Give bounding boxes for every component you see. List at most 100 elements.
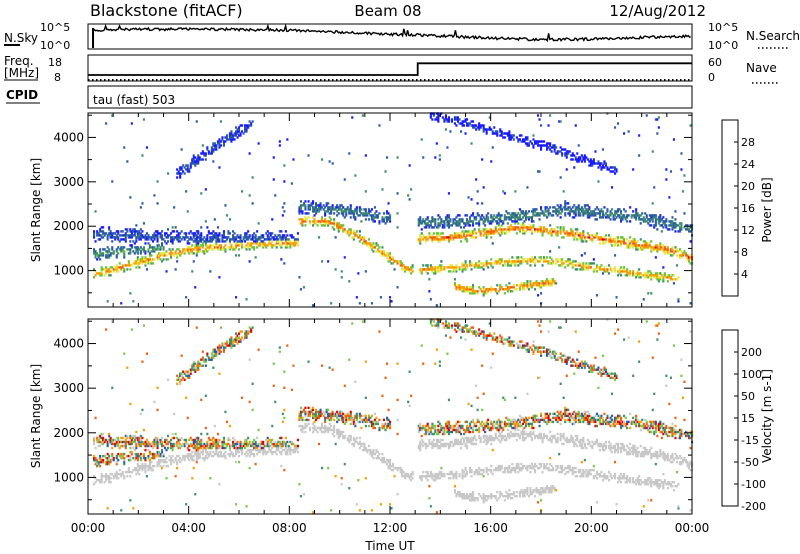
power-cell bbox=[503, 292, 506, 295]
velocity-cell bbox=[247, 442, 250, 446]
power-cell bbox=[653, 248, 656, 251]
power-cell bbox=[250, 124, 253, 127]
power-cell bbox=[296, 238, 299, 241]
velocity-cell bbox=[328, 426, 331, 430]
power-cell bbox=[559, 226, 562, 229]
power-cell bbox=[354, 216, 357, 219]
power-cell bbox=[443, 220, 446, 223]
power-cell bbox=[236, 236, 239, 239]
power-cell bbox=[497, 222, 500, 225]
velocity-cell bbox=[194, 362, 197, 365]
power-cell bbox=[446, 220, 449, 223]
power-cell bbox=[496, 260, 499, 263]
power-cell bbox=[490, 214, 493, 217]
power-cell bbox=[283, 210, 286, 213]
power-cell bbox=[663, 272, 666, 275]
power-cell bbox=[589, 262, 592, 265]
power-cell bbox=[170, 256, 173, 259]
power-cell bbox=[173, 206, 176, 209]
power-cell bbox=[588, 216, 591, 219]
velocity-cell bbox=[118, 468, 121, 472]
power-cell bbox=[195, 238, 198, 241]
power-cell bbox=[611, 244, 614, 247]
velocity-cell bbox=[313, 412, 316, 416]
velocity-heatmap bbox=[93, 318, 694, 514]
power-cell bbox=[235, 130, 238, 133]
power-cell bbox=[248, 120, 251, 123]
velocity-cell bbox=[109, 436, 112, 440]
power-cell bbox=[447, 192, 450, 195]
nave-right-tick-bottom: 0 bbox=[708, 71, 715, 84]
power-cell bbox=[678, 248, 681, 251]
power-cell bbox=[470, 142, 473, 145]
power-cell bbox=[645, 246, 648, 249]
velocity-cell bbox=[275, 442, 278, 446]
power-cell bbox=[678, 230, 681, 233]
power-cell bbox=[372, 242, 375, 245]
velocity-cell bbox=[386, 462, 389, 466]
velocity-cell bbox=[239, 338, 242, 341]
power-cell bbox=[212, 144, 215, 147]
power-cell bbox=[645, 114, 648, 117]
power-cell bbox=[458, 214, 461, 217]
power-cell bbox=[99, 274, 102, 277]
velocity-cell bbox=[203, 360, 206, 363]
velocity-cell bbox=[118, 446, 121, 450]
power-cell bbox=[174, 236, 177, 239]
velocity-cell bbox=[144, 466, 147, 470]
power-cell bbox=[343, 216, 346, 219]
power-cell bbox=[316, 204, 319, 207]
power-cell bbox=[529, 258, 532, 261]
velocity-cell bbox=[135, 442, 138, 446]
power-cell bbox=[601, 268, 604, 271]
power-cell bbox=[458, 224, 461, 227]
velocity-cell bbox=[133, 434, 136, 438]
power-cell bbox=[466, 234, 469, 237]
velocity-cell bbox=[342, 436, 345, 440]
velocity-cell bbox=[239, 446, 242, 450]
power-cell bbox=[475, 128, 478, 131]
velocity-cell bbox=[139, 452, 142, 456]
power-cell bbox=[195, 236, 198, 239]
power-cell bbox=[478, 224, 481, 227]
power-cell bbox=[470, 232, 473, 235]
power-cell bbox=[228, 240, 231, 243]
power-cell bbox=[654, 248, 657, 251]
power-cell bbox=[389, 216, 392, 219]
power-cell bbox=[546, 280, 549, 283]
power-cell bbox=[309, 220, 312, 223]
power-cell bbox=[158, 232, 161, 235]
power-cell bbox=[248, 152, 251, 155]
power-cell bbox=[337, 230, 340, 233]
power-cell bbox=[614, 244, 617, 247]
power-cell bbox=[671, 228, 674, 231]
power-cell bbox=[212, 150, 215, 153]
velocity-cell bbox=[126, 454, 129, 458]
velocity-cell bbox=[194, 366, 197, 369]
power-cell bbox=[165, 242, 168, 245]
power-cell bbox=[460, 220, 463, 223]
velocity-cell bbox=[191, 368, 194, 371]
power-cell bbox=[464, 290, 467, 293]
velocity-cell bbox=[257, 448, 260, 452]
power-cell bbox=[482, 292, 485, 295]
velocity-cell bbox=[245, 505, 248, 508]
power-cell bbox=[600, 216, 603, 219]
power-cell bbox=[337, 222, 340, 225]
power-cell bbox=[494, 262, 497, 265]
power-cell bbox=[407, 194, 410, 197]
power-cell bbox=[244, 124, 247, 127]
noise-sky-label: N.Sky bbox=[4, 31, 38, 45]
power-cell bbox=[546, 210, 549, 213]
power-cell bbox=[289, 242, 292, 245]
power-cell bbox=[549, 250, 552, 253]
power-cell bbox=[467, 122, 470, 125]
velocity-cell bbox=[188, 376, 191, 379]
power-cell bbox=[470, 292, 473, 295]
velocity-cell bbox=[247, 330, 250, 333]
velocity-cell bbox=[318, 414, 321, 418]
power-cell bbox=[538, 118, 541, 121]
velocity-cell bbox=[189, 452, 192, 456]
power-cell bbox=[650, 224, 653, 227]
power-cell bbox=[151, 250, 154, 253]
